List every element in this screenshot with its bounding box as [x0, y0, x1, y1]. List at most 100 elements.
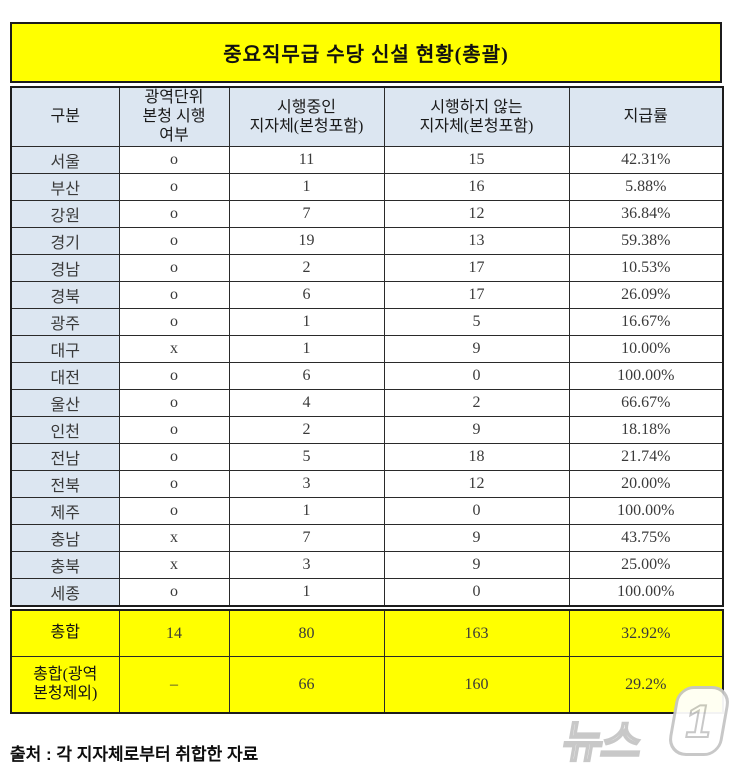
region-cell: 인천: [10, 415, 120, 444]
flag-cell: o: [118, 388, 230, 417]
inactive-cell: 15: [383, 145, 570, 174]
rate-cell: 10.00%: [568, 334, 724, 363]
totals-flag-cell: 14: [118, 609, 230, 657]
inactive-cell: 0: [383, 361, 570, 390]
inactive-cell: 18: [383, 442, 570, 471]
flag-cell: x: [118, 334, 230, 363]
table-row: 세종 o 1 0 100.00%: [10, 577, 724, 607]
rate-cell: 100.00%: [568, 577, 724, 607]
news1-watermark: 뉴스 1: [558, 686, 732, 770]
active-cell: 1: [228, 496, 385, 525]
flag-cell: o: [118, 307, 230, 336]
inactive-cell: 9: [383, 415, 570, 444]
allowance-status-table: 구분 광역단위 본청 시행 여부 시행중인 지자체(본청포함) 시행하지 않는 …: [10, 86, 724, 607]
news1-logo-text: 뉴스: [558, 717, 646, 768]
table-row: 전남 o 5 18 21.74%: [10, 442, 724, 471]
totals-flag-cell: –: [118, 656, 230, 714]
active-cell: 19: [228, 226, 385, 255]
rate-cell: 59.38%: [568, 226, 724, 255]
rate-cell: 18.18%: [568, 415, 724, 444]
active-cell: 11: [228, 145, 385, 174]
table-row: 경북 o 6 17 26.09%: [10, 280, 724, 309]
flag-cell: o: [118, 496, 230, 525]
region-cell: 전남: [10, 442, 120, 471]
inactive-cell: 12: [383, 199, 570, 228]
region-cell: 부산: [10, 172, 120, 201]
flag-cell: o: [118, 145, 230, 174]
flag-cell: o: [118, 280, 230, 309]
flag-cell: o: [118, 199, 230, 228]
region-cell: 경북: [10, 280, 120, 309]
table-row: 울산 o 4 2 66.67%: [10, 388, 724, 417]
col-header-inactive: 시행하지 않는 지자체(본청포함): [383, 86, 570, 147]
totals-rate-cell: 32.92%: [568, 609, 724, 657]
rate-cell: 16.67%: [568, 307, 724, 336]
active-cell: 6: [228, 280, 385, 309]
active-cell: 1: [228, 307, 385, 336]
flag-cell: o: [118, 361, 230, 390]
table-row: 대구 x 1 9 10.00%: [10, 334, 724, 363]
col-header-region: 구분: [10, 86, 120, 147]
flag-cell: o: [118, 253, 230, 282]
rate-cell: 21.74%: [568, 442, 724, 471]
flag-cell: o: [118, 442, 230, 471]
region-cell: 경남: [10, 253, 120, 282]
rate-cell: 20.00%: [568, 469, 724, 498]
table-row: 경기 o 19 13 59.38%: [10, 226, 724, 255]
header-row: 구분 광역단위 본청 시행 여부 시행중인 지자체(본청포함) 시행하지 않는 …: [10, 86, 724, 147]
rate-cell: 43.75%: [568, 523, 724, 552]
region-cell: 충북: [10, 550, 120, 579]
inactive-cell: 9: [383, 550, 570, 579]
rate-cell: 100.00%: [568, 496, 724, 525]
table-row: 부산 o 1 16 5.88%: [10, 172, 724, 201]
table-row: 인천 o 2 9 18.18%: [10, 415, 724, 444]
inactive-cell: 12: [383, 469, 570, 498]
flag-cell: x: [118, 523, 230, 552]
col-header-rate: 지급률: [568, 86, 724, 147]
region-cell: 서울: [10, 145, 120, 174]
inactive-cell: 17: [383, 280, 570, 309]
region-cell: 전북: [10, 469, 120, 498]
region-cell: 울산: [10, 388, 120, 417]
totals-active-cell: 66: [228, 656, 385, 714]
table-row: 경남 o 2 17 10.53%: [10, 253, 724, 282]
table-row: 충남 x 7 9 43.75%: [10, 523, 724, 552]
active-cell: 2: [228, 253, 385, 282]
rate-cell: 5.88%: [568, 172, 724, 201]
active-cell: 7: [228, 199, 385, 228]
active-cell: 6: [228, 361, 385, 390]
totals-label: 총합(광역 본청제외): [10, 656, 120, 714]
active-cell: 4: [228, 388, 385, 417]
table-row: 광주 o 1 5 16.67%: [10, 307, 724, 336]
inactive-cell: 17: [383, 253, 570, 282]
inactive-cell: 13: [383, 226, 570, 255]
flag-cell: o: [118, 469, 230, 498]
flag-cell: o: [118, 226, 230, 255]
totals-table: 총합 14 80 163 32.92% 총합(광역 본청제외) – 66 160…: [10, 609, 724, 714]
inactive-cell: 9: [383, 334, 570, 363]
region-cell: 충남: [10, 523, 120, 552]
region-cell: 경기: [10, 226, 120, 255]
inactive-cell: 2: [383, 388, 570, 417]
news1-logo-digit-badge: 1: [665, 686, 732, 756]
region-cell: 세종: [10, 577, 120, 607]
table-row: 강원 o 7 12 36.84%: [10, 199, 724, 228]
inactive-cell: 9: [383, 523, 570, 552]
rate-cell: 42.31%: [568, 145, 724, 174]
region-cell: 광주: [10, 307, 120, 336]
source-text: 출처 : 각 지자체로부터 취합한 자료: [10, 745, 259, 764]
active-cell: 1: [228, 577, 385, 607]
active-cell: 7: [228, 523, 385, 552]
table-row: 제주 o 1 0 100.00%: [10, 496, 724, 525]
flag-cell: o: [118, 415, 230, 444]
inactive-cell: 16: [383, 172, 570, 201]
region-cell: 대전: [10, 361, 120, 390]
rate-cell: 100.00%: [568, 361, 724, 390]
table-row: 충북 x 3 9 25.00%: [10, 550, 724, 579]
table-row: 전북 o 3 12 20.00%: [10, 469, 724, 498]
active-cell: 2: [228, 415, 385, 444]
flag-cell: o: [118, 577, 230, 607]
active-cell: 1: [228, 334, 385, 363]
active-cell: 5: [228, 442, 385, 471]
totals-row-excl-hq: 총합(광역 본청제외) – 66 160 29.2%: [10, 656, 724, 714]
